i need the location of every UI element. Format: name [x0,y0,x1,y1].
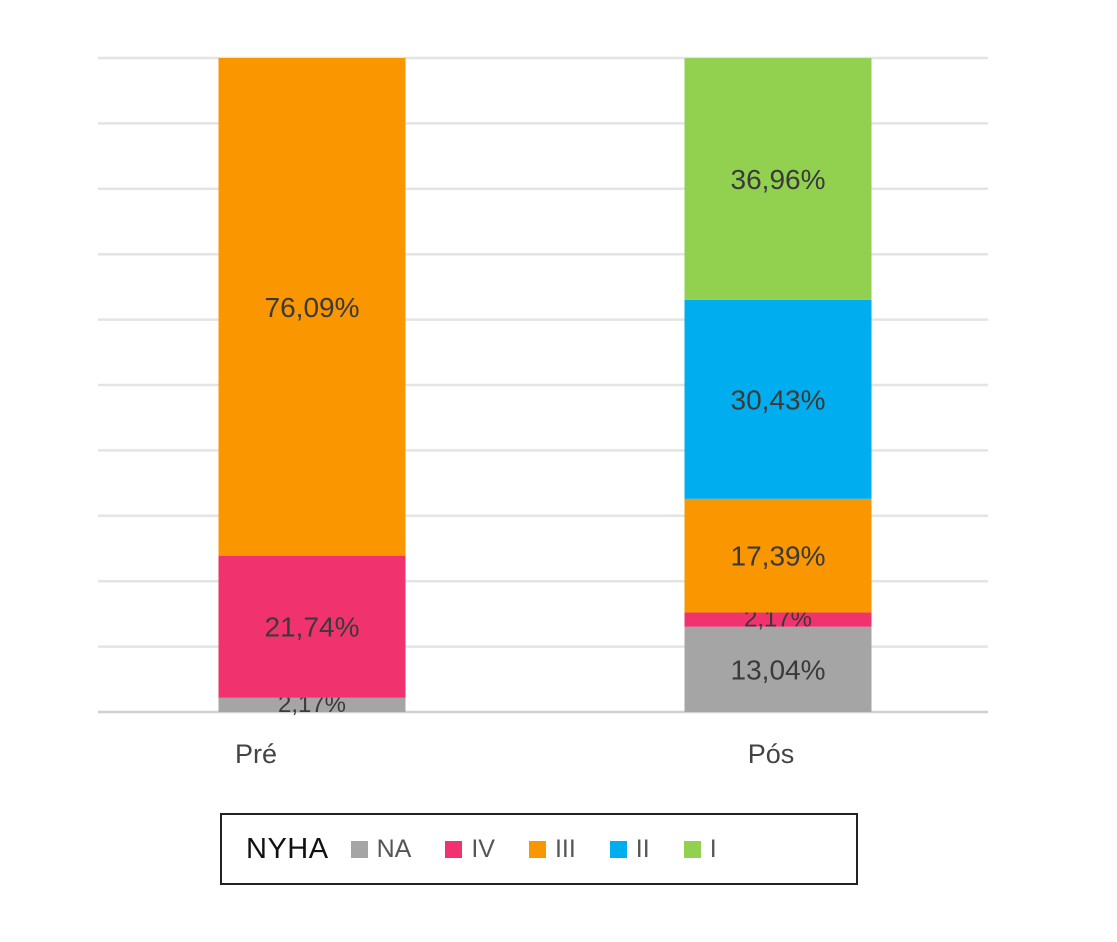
data-label: 36,96% [731,164,826,195]
legend-label: NA [376,834,412,863]
legend-title: NYHA [246,832,329,865]
bar-segment-i-2 [684,58,872,300]
bar-segment-iii-2 [684,498,872,613]
legend: NYHA NA IV III II I [220,813,858,885]
bar-segment-na-1 [218,697,406,712]
bar-segment-iii-1 [218,58,406,556]
data-label: 17,39% [731,541,826,572]
data-label: 76,09% [265,292,360,323]
legend-item-ii: II [609,834,650,864]
legend-swatch [445,840,463,858]
legend-swatch [683,840,701,858]
legend-item-iv: IV [445,835,495,864]
legend-swatch [609,840,627,858]
legend-item-iii: III [528,834,576,864]
legend-label: IV [471,834,495,863]
legend-item-na: NA [350,834,412,864]
legend-swatch [528,840,546,858]
category-label: Pós [748,739,795,769]
chart-plot: 2,17%21,74%76,09%Pré13,04%2,17%17,39%30,… [98,56,988,769]
bar-segment-ii-2 [684,299,872,499]
data-label: 13,04% [731,654,826,685]
legend-item-i: I [683,834,717,864]
legend-label: III [554,834,576,863]
legend-swatch [350,840,368,858]
legend-label: I [709,834,717,863]
bar-segment-iv-2 [684,612,872,627]
bar-segment-iv-1 [218,555,406,698]
category-label: Pré [235,739,277,769]
data-label: 30,43% [731,384,826,415]
data-label: 21,74% [265,612,360,643]
bar-segment-na-2 [684,626,872,712]
legend-label: II [635,834,650,863]
